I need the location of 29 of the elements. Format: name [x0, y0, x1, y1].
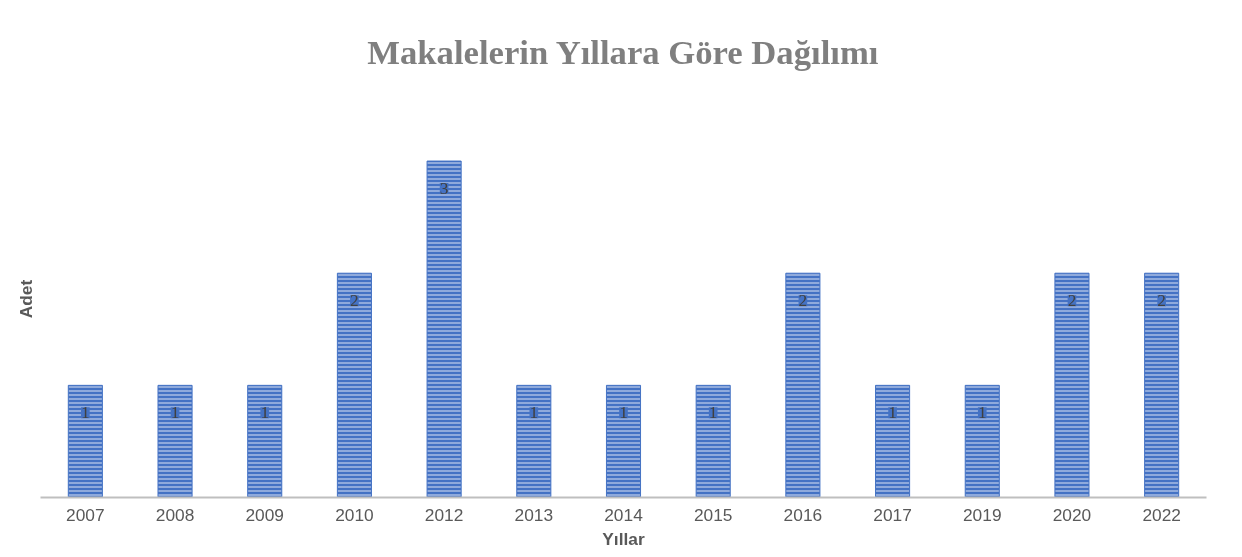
x-tick-label: 2013 [514, 504, 554, 525]
x-tick-label: 2016 [783, 504, 823, 525]
x-tick-label: 2019 [963, 504, 1002, 525]
data-label: 2 [798, 291, 808, 311]
y-axis-title: Adet [15, 279, 36, 319]
data-label: 1 [708, 403, 718, 423]
x-tick-label: 2009 [245, 504, 285, 525]
data-label: 1 [888, 403, 897, 423]
x-tick-label: 2022 [1142, 504, 1181, 525]
x-tick-label: 2015 [693, 504, 733, 525]
x-tick-label: 2008 [155, 504, 195, 525]
x-tick-label: 2007 [66, 504, 105, 525]
data-label: 2 [350, 291, 359, 311]
chart-title: Makalelerin Yıllara Göre Dağılımı [367, 32, 879, 71]
x-tick-label: 2017 [873, 504, 912, 525]
data-label: 3 [439, 179, 449, 199]
data-label: 1 [977, 403, 987, 423]
x-tick-label: 2012 [424, 504, 464, 525]
data-label: 2 [1157, 291, 1166, 311]
data-label: 1 [529, 403, 539, 423]
data-label: 1 [619, 403, 628, 423]
x-tick-label: 2014 [604, 504, 644, 525]
data-label: 2 [1067, 291, 1077, 311]
x-tick-label: 2020 [1052, 504, 1092, 525]
data-label: 1 [81, 403, 90, 423]
x-tick-label: 2010 [335, 504, 374, 525]
x-axis-title: Yıllar [602, 528, 645, 549]
data-label: 1 [260, 403, 270, 423]
data-label: 1 [170, 403, 180, 423]
